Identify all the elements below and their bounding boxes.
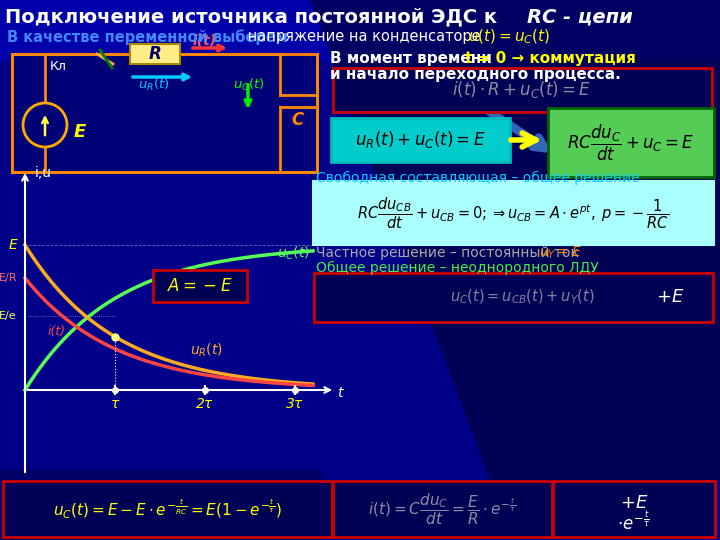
FancyBboxPatch shape	[331, 118, 510, 162]
Text: Частное решение – постоянный ток: Частное решение – постоянный ток	[316, 246, 583, 260]
Text: 2.3  Подключение источника постоянной ЭДС к: 2.3 Подключение источника постоянной ЭДС…	[0, 8, 503, 26]
Text: E/e: E/e	[0, 311, 17, 321]
Text: R: R	[148, 45, 161, 63]
Text: $u_R(t)$: $u_R(t)$	[138, 77, 169, 93]
FancyBboxPatch shape	[3, 481, 332, 537]
FancyBboxPatch shape	[130, 44, 180, 64]
Text: t = 0 → коммутация: t = 0 → коммутация	[465, 51, 636, 65]
Text: Кл: Кл	[50, 59, 67, 72]
Text: RC - цепи: RC - цепи	[527, 8, 633, 26]
Text: 3τ: 3τ	[287, 397, 304, 411]
Text: $u_C(t)$: $u_C(t)$	[233, 77, 264, 93]
FancyBboxPatch shape	[313, 181, 714, 245]
Text: $u(t) = u_C(t)$: $u(t) = u_C(t)$	[468, 28, 550, 46]
Text: $RC\dfrac{du_{CB}}{dt}+u_{CB}=0;\Rightarrow u_{CB}=A\cdot e^{pt},\;p=-\dfrac{1}{: $RC\dfrac{du_{CB}}{dt}+u_{CB}=0;\Rightar…	[357, 195, 669, 231]
Text: $u_C(t)=u_{CB}(t)+u_Y(t)$: $u_C(t)=u_{CB}(t)+u_Y(t)$	[450, 288, 595, 306]
Text: и начало переходного процесса.: и начало переходного процесса.	[330, 68, 621, 83]
Text: i(t): i(t)	[48, 326, 66, 339]
Text: В качестве переменной выберем: В качестве переменной выберем	[7, 29, 288, 45]
Text: $u_Y = E$: $u_Y = E$	[539, 245, 582, 261]
Text: напряжение на конденсаторе: напряжение на конденсаторе	[243, 30, 481, 44]
Text: $i(t)=C\dfrac{du_C}{dt}=\dfrac{E}{R}\cdot e^{-\frac{t}{\tau}}$: $i(t)=C\dfrac{du_C}{dt}=\dfrac{E}{R}\cdo…	[368, 491, 516, 526]
Text: $+E$: $+E$	[656, 288, 684, 306]
Text: E: E	[74, 123, 86, 141]
Text: В момент времени: В момент времени	[330, 51, 497, 65]
Text: E/R: E/R	[0, 273, 17, 283]
FancyBboxPatch shape	[12, 54, 317, 172]
Text: i(t): i(t)	[193, 33, 217, 47]
Text: $\cdot e^{-\frac{t}{\tau}}$: $\cdot e^{-\frac{t}{\tau}}$	[618, 510, 650, 534]
Text: $u_C(t)=E-E\cdot e^{-\frac{t}{RC}}=E(1-e^{-\frac{t}{\tau}})$: $u_C(t)=E-E\cdot e^{-\frac{t}{RC}}=E(1-e…	[53, 497, 282, 521]
Text: $i(t) \cdot R + u_C(t) = E$: $i(t) \cdot R + u_C(t) = E$	[452, 79, 592, 100]
Text: i,u: i,u	[35, 166, 52, 180]
FancyBboxPatch shape	[333, 481, 552, 537]
Text: $+E$: $+E$	[620, 494, 648, 512]
Text: Общее решение – неоднородного ЛДУ: Общее решение – неоднородного ЛДУ	[316, 261, 599, 275]
Text: t: t	[337, 386, 343, 400]
Bar	[0, 0, 720, 60]
Text: $u_C(t)$: $u_C(t)$	[277, 244, 310, 262]
FancyBboxPatch shape	[548, 108, 714, 177]
Text: E: E	[8, 238, 17, 252]
Text: $u_R(t)+u_C(t)=E$: $u_R(t)+u_C(t)=E$	[355, 130, 485, 151]
Text: C: C	[292, 111, 304, 129]
FancyBboxPatch shape	[314, 273, 713, 322]
Text: Свободная составляющая – общее решение: Свободная составляющая – общее решение	[316, 171, 639, 185]
Polygon shape	[310, 0, 720, 480]
Text: $u_R(t)$: $u_R(t)$	[190, 341, 223, 359]
Text: $RC\dfrac{du_C}{dt}+u_C=E$: $RC\dfrac{du_C}{dt}+u_C=E$	[567, 123, 695, 163]
Text: τ: τ	[111, 397, 120, 411]
Bar	[0, 470, 320, 540]
FancyBboxPatch shape	[553, 481, 715, 537]
Circle shape	[23, 103, 67, 147]
Text: 2τ: 2τ	[197, 397, 214, 411]
FancyBboxPatch shape	[333, 68, 712, 112]
Text: $A = -E$: $A = -E$	[167, 277, 233, 295]
FancyBboxPatch shape	[153, 270, 247, 302]
